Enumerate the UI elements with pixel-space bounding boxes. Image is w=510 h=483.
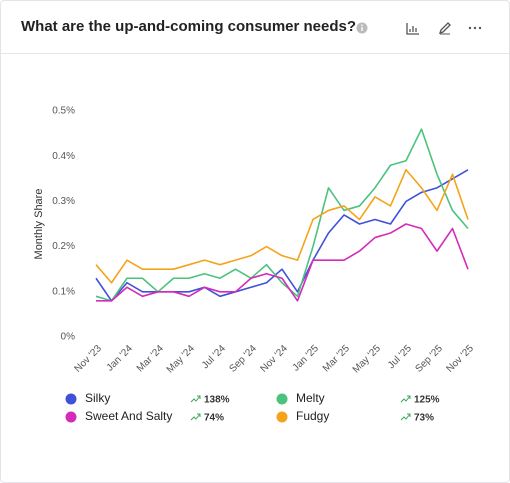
y-tick-label: 0.5% [52,106,75,117]
series-line [95,128,469,302]
x-tick-label: Mar '25 [321,343,352,374]
legend-marker [276,411,288,423]
legend-marker [65,411,77,423]
chart: Monthly Share 0% 0.1% 0.2% 0.3% 0.4% 0.5% Nov '… [33,106,476,424]
series-line [96,223,469,302]
legend-change: 125% [414,395,440,406]
x-tick-label: May '25 [351,343,384,376]
edit-icon[interactable] [437,20,453,36]
more-icon[interactable] [467,20,483,36]
y-tick-label: 0.4% [52,151,75,162]
legend-label: Fudgy [296,409,329,423]
x-tick-label: Nov '25 [444,343,476,375]
card-header: What are the up-and-coming consumer need… [1,1,509,54]
chart-icon[interactable] [405,20,421,36]
x-tick-label: Nov '23 [72,343,104,375]
x-tick-label: Mar '24 [135,343,166,374]
legend-change: 74% [204,413,224,424]
legend-marker [65,393,77,405]
legend-label: Sweet And Salty [85,409,172,423]
y-axis-label: Monthly Share [33,189,45,260]
y-tick-label: 0.2% [52,241,75,252]
x-tick-label: Jul '24 [200,343,228,371]
trend-icon [400,395,411,403]
x-tick-label: Sep '25 [413,343,445,375]
legend-change: 73% [414,413,434,424]
legend-label: Melty [296,391,325,405]
y-tick-label: 0.1% [52,286,75,297]
series-line [95,169,469,302]
x-tick-label: May '24 [165,343,198,376]
trend-icon [400,413,411,421]
legend-label: Silky [85,391,110,405]
legend-marker [276,393,288,405]
x-tick-label: Jul '25 [386,343,414,371]
x-tick-label: Nov '24 [258,343,290,375]
series-line [95,168,469,284]
info-icon[interactable] [355,21,369,35]
x-tick-label: Sep '24 [227,343,259,375]
x-tick-label: Jan '25 [291,343,322,374]
y-tick-label: 0% [61,332,76,343]
card-title: What are the up-and-coming consumer need… [21,18,357,35]
trend-icon [190,395,201,403]
x-tick-label: Jan '24 [105,343,136,374]
legend-change: 138% [204,395,230,406]
y-tick-label: 0.3% [52,196,75,207]
trend-icon [190,413,201,421]
